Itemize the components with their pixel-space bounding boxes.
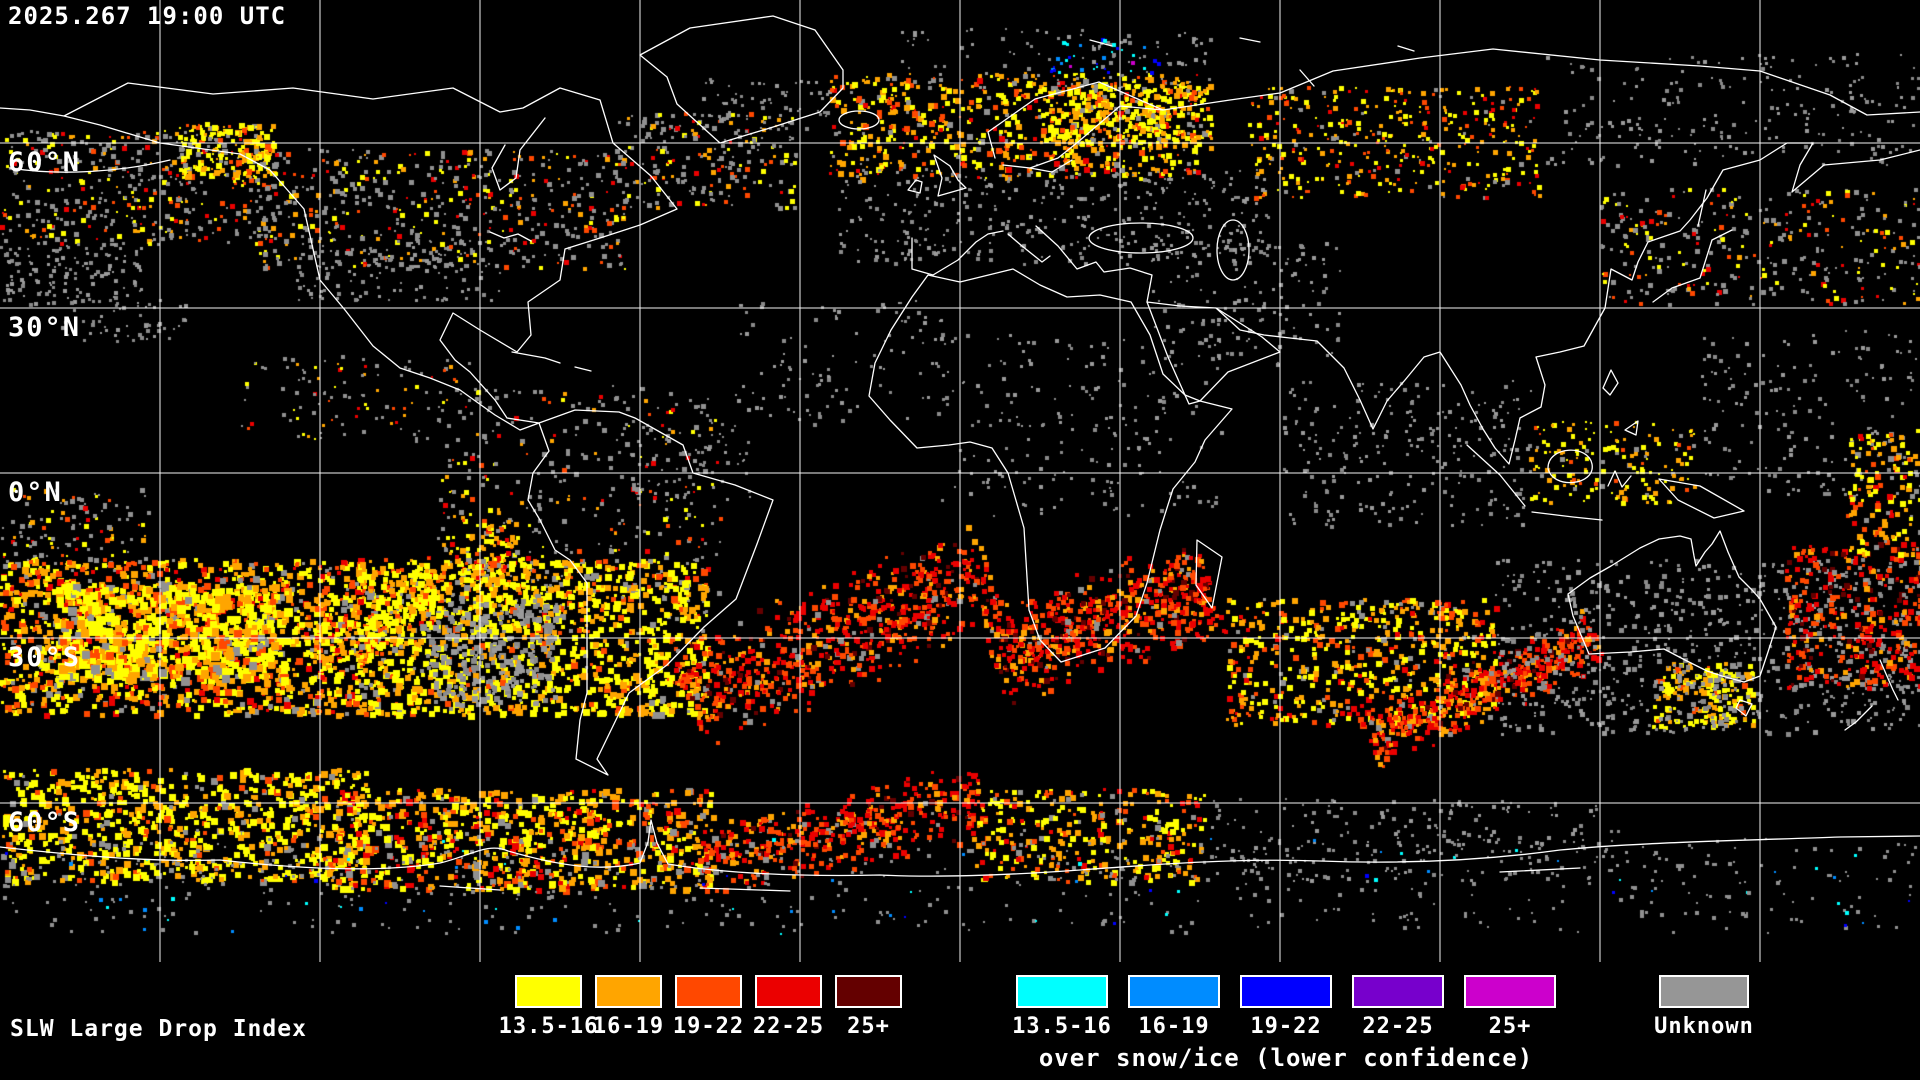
coast-aleutians: [9, 159, 171, 173]
legend-standard-label: 16-19: [592, 1014, 665, 1039]
lat-label: 60°N: [8, 147, 82, 178]
lat-label: 30°N: [8, 312, 82, 343]
legend-unknown-swatch: [1659, 975, 1749, 1008]
coast-madagascar: [1195, 539, 1223, 609]
coast-caspian-sea: [1216, 219, 1250, 281]
legend-snow-ice-label: 22-25: [1362, 1014, 1434, 1039]
coast-north-america: [63, 82, 678, 431]
legend-snow-ice-caption: over snow/ice (lower confidence): [1038, 1044, 1534, 1072]
coast-sakhalin: [1697, 189, 1707, 227]
lat-label: 0°N: [8, 477, 63, 508]
coast-tasmania: [1735, 699, 1753, 717]
lat-label: 30°S: [8, 642, 82, 673]
coastlines: [0, 15, 1920, 892]
coast-asia-pacific: [1215, 142, 1920, 465]
coast-java: [1531, 511, 1603, 521]
coast-new-guinea: [1658, 478, 1745, 519]
coast-japan: [1652, 229, 1733, 303]
coast-greenland: [639, 15, 844, 144]
coast-hudson-bay: [491, 117, 546, 191]
coast-britain: [933, 154, 967, 197]
coast-africa: [868, 268, 1233, 663]
coast-arabia: [1146, 301, 1281, 405]
legend-snow-ice-swatch: [1016, 975, 1108, 1008]
legend-snow-ice-swatch: [1352, 975, 1444, 1008]
legend-snow-ice-swatch: [1240, 975, 1332, 1008]
coast-sulawesi: [1607, 470, 1632, 488]
legend-snow-ice-label: 25+: [1488, 1014, 1532, 1039]
legend-standard-swatch: [515, 975, 582, 1008]
legend-standard-swatch: [675, 975, 742, 1008]
coast-sumatra: [1466, 444, 1526, 507]
legend-snow-ice-label: 19-22: [1250, 1014, 1322, 1039]
coast-italy: [1007, 233, 1051, 263]
coast-antarctic-islands: [439, 867, 1581, 892]
legend-standard-swatch: [595, 975, 662, 1008]
coast-antarctica: [0, 819, 1920, 877]
legend-snow-ice-label: 13.5-16: [1012, 1014, 1112, 1039]
legend-standard-label: 13.5-16: [498, 1014, 599, 1039]
legend-standard-label: 19-22: [672, 1014, 745, 1039]
coast-chukotka: [0, 107, 65, 117]
coast-new-zealand: [1844, 659, 1899, 731]
lat-label: 60°S: [8, 807, 82, 838]
coast-black-sea: [1088, 222, 1194, 254]
coast-iceland: [838, 110, 880, 130]
legend-standard-label: 22-25: [752, 1014, 825, 1039]
graticule-grid: [0, 0, 1920, 962]
legend-snow-ice-label: 16-19: [1138, 1014, 1210, 1039]
coast-cuba: [511, 351, 592, 372]
coast-great-lakes: [489, 231, 532, 242]
coast-baltic: [1029, 159, 1073, 173]
coast-asia-arctic: [1162, 48, 1920, 116]
legend-snow-ice-swatch: [1128, 975, 1220, 1008]
legend-unknown-label: Unknown: [1654, 1014, 1754, 1039]
coast-mindanao: [1624, 420, 1639, 436]
coast-ireland: [907, 179, 923, 194]
coast-balkans-turkey: [1035, 225, 1153, 303]
coast-south-america: [527, 409, 774, 776]
legend-standard-swatch: [835, 975, 902, 1008]
timestamp: 2025.267 19:00 UTC: [8, 2, 287, 30]
legend-title: SLW Large Drop Index: [10, 1016, 307, 1042]
legend-snow-ice-swatch: [1464, 975, 1556, 1008]
coast-borneo: [1547, 449, 1593, 484]
legend-standard-label: 25+: [847, 1014, 890, 1039]
coast-iberia-france: [911, 230, 1004, 276]
map-vector-layer: [0, 0, 1920, 962]
coast-svalbard: [1089, 37, 1415, 87]
coast-luzon: [1602, 369, 1619, 396]
coast-scandinavia: [987, 81, 1164, 169]
legend-standard-swatch: [755, 975, 822, 1008]
coast-australia: [1567, 530, 1777, 683]
